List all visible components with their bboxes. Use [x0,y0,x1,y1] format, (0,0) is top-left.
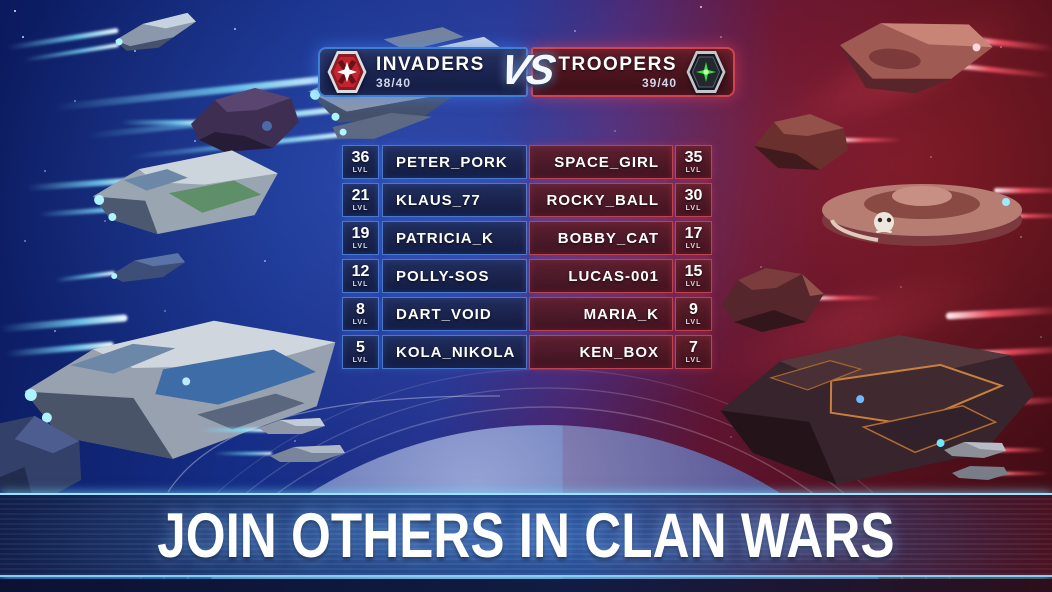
promo-banner: JOIN OTHERS IN CLAN WARS [0,493,1052,577]
right-level-cell: 17 LVL [675,221,712,255]
roster-row[interactable]: 36 LVL PETER_PORK SPACE_GIRL 35 LVL [342,145,712,179]
right-player-name: SPACE_GIRL [528,145,673,179]
left-player-name: KOLA_NIKOLA [382,335,527,369]
level-number: 9 [689,301,698,318]
level-label: LVL [685,319,702,326]
right-level-cell: 35 LVL [675,145,712,179]
left-player-name: PETER_PORK [382,145,527,179]
level-label: LVL [352,167,369,174]
right-player-name: KEN_BOX [528,335,673,369]
level-number: 17 [684,225,703,242]
level-number: 8 [356,301,365,318]
level-number: 19 [351,225,370,242]
roster-row[interactable]: 8 LVL DART_VOID MARIA_K 9 LVL [342,297,712,331]
blue-scout-ship [5,0,207,87]
team-panel-troopers[interactable]: TROOPERS 39/40 [531,47,735,97]
left-player-name: PATRICIA_K [382,221,527,255]
level-label: LVL [685,243,702,250]
red-saucer-skull-ship [818,162,1052,262]
blue-battleship [0,265,361,493]
level-number: 15 [684,263,703,280]
right-player-name: BOBBY_CAT [528,221,673,255]
level-label: LVL [352,243,369,250]
team-members-troopers: 39/40 [641,76,677,90]
team-name-invaders: INVADERS [376,54,485,75]
left-level-cell: 36 LVL [342,145,379,179]
team-members-invaders: 38/40 [376,76,412,90]
level-label: LVL [685,281,702,288]
level-number: 5 [356,339,365,356]
starfield-right [700,6,702,8]
level-number: 12 [351,263,370,280]
invaders-emblem-icon [327,51,367,93]
level-number: 30 [684,187,703,204]
red-nebula-streak [689,250,1021,404]
roster-row[interactable]: 5 LVL KOLA_NIKOLA KEN_BOX 7 LVL [342,335,712,369]
level-number: 21 [351,187,370,204]
clan-war-header: INVADERS 38/40 TROOPERS 39/40 VS [318,46,735,97]
level-label: LVL [685,167,702,174]
starfield-left [14,10,16,12]
left-level-cell: 21 LVL [342,183,379,217]
left-level-cell: 12 LVL [342,259,379,293]
left-level-cell: 5 LVL [342,335,379,369]
blue-corvette-ship [52,240,192,308]
level-number: 7 [689,339,698,356]
left-level-cell: 19 LVL [342,221,379,255]
level-label: LVL [352,357,369,364]
bottom-strip [0,579,1052,592]
roster-row[interactable]: 21 LVL KLAUS_77 ROCKY_BALL 30 LVL [342,183,712,217]
level-label: LVL [685,205,702,212]
left-level-cell: 8 LVL [342,297,379,331]
blue-cruiser-ship [24,127,287,264]
left-player-name: DART_VOID [382,297,527,331]
right-player-name: MARIA_K [528,297,673,331]
right-player-name: LUCAS-001 [528,259,673,293]
level-label: LVL [685,357,702,364]
vs-label: VS [496,46,557,93]
team-name-troopers: TROOPERS [558,54,677,75]
roster-row[interactable]: 19 LVL PATRICIA_K BOBBY_CAT 17 LVL [342,221,712,255]
purple-wreck-ship [120,80,305,162]
troopers-emblem-icon [686,51,726,93]
right-level-cell: 9 LVL [675,297,712,331]
blue-escort-pair [200,414,350,472]
right-level-cell: 7 LVL [675,335,712,369]
clan-war-roster: 36 LVL PETER_PORK SPACE_GIRL 35 LVL 21 L… [342,145,712,373]
right-level-cell: 15 LVL [675,259,712,293]
level-label: LVL [352,281,369,288]
banner-headline: JOIN OTHERS IN CLAN WARS [157,499,895,571]
red-nebula-streak [762,0,1038,151]
level-number: 35 [684,149,703,166]
left-player-name: KLAUS_77 [382,183,527,217]
red-escort-pair [942,438,1052,490]
level-label: LVL [352,205,369,212]
right-level-cell: 30 LVL [675,183,712,217]
left-player-name: POLLY-SOS [382,259,527,293]
level-number: 36 [351,149,370,166]
right-player-name: ROCKY_BALL [528,183,673,217]
roster-row[interactable]: 12 LVL POLLY-SOS LUCAS-001 15 LVL [342,259,712,293]
level-label: LVL [352,319,369,326]
